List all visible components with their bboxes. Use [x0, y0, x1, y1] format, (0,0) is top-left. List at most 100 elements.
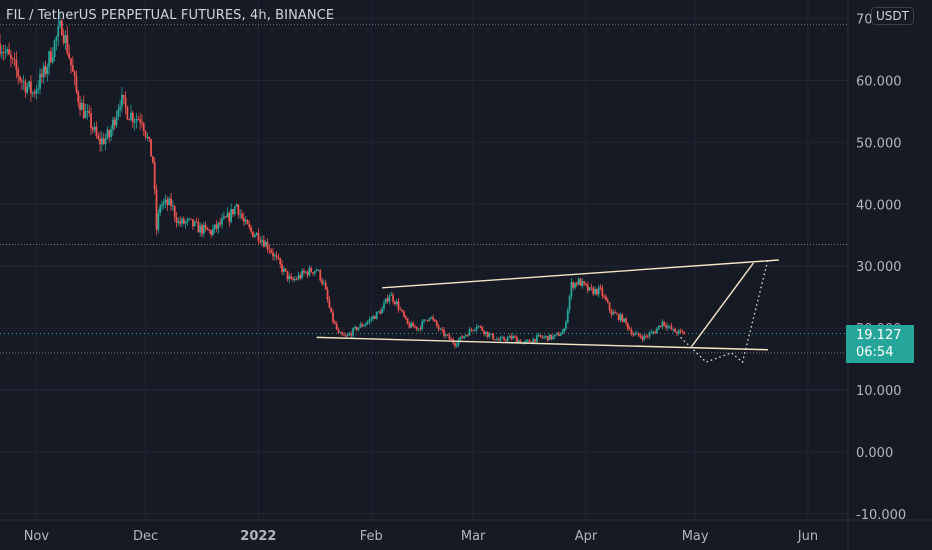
- candle-body: [585, 283, 587, 285]
- y-tick-label: 60.000: [856, 74, 902, 89]
- candle-body: [170, 198, 172, 207]
- currency-button[interactable]: USDT: [871, 7, 914, 25]
- horizontal-levels: [0, 24, 848, 354]
- candle-body: [437, 325, 440, 330]
- candle-body: [0, 52, 3, 54]
- candle-body: [552, 336, 555, 340]
- candle-body: [173, 206, 176, 218]
- candle-body: [182, 218, 185, 224]
- candle-body: [483, 330, 485, 335]
- candle-body: [221, 218, 223, 225]
- candle-body: [595, 288, 598, 295]
- candle-body: [472, 329, 475, 331]
- candle-body: [606, 300, 609, 303]
- candle-body: [490, 333, 493, 335]
- candle-body: [568, 296, 571, 310]
- candle-body: [333, 321, 336, 324]
- candle-body: [588, 287, 591, 291]
- candle-body: [539, 334, 542, 337]
- candle-body: [62, 35, 65, 43]
- candle-body: [666, 326, 669, 328]
- candle-body: [106, 130, 109, 139]
- candle-body: [0, 43, 1, 54]
- candle-body: [95, 126, 98, 136]
- candle-body: [224, 216, 227, 218]
- candle-body: [484, 331, 487, 335]
- candle-body: [506, 337, 509, 341]
- candle-body: [637, 333, 640, 336]
- trendline: [316, 336, 768, 351]
- candle-body: [37, 88, 40, 90]
- candle-body: [213, 224, 216, 230]
- candle-body: [543, 336, 546, 338]
- candle-body: [381, 308, 384, 314]
- candle-body: [443, 329, 445, 336]
- candle-body: [610, 309, 613, 315]
- candle-body: [537, 334, 540, 336]
- candle-body: [308, 267, 311, 276]
- candle-body: [102, 138, 105, 144]
- candle-body: [159, 206, 162, 214]
- projection-dotted-path: [680, 259, 769, 364]
- candle-body: [82, 103, 85, 119]
- candle-body: [239, 213, 242, 215]
- candle-body: [504, 339, 507, 341]
- candle-body: [359, 324, 362, 328]
- candle-body: [674, 329, 677, 333]
- bar-countdown: 06:54: [856, 345, 894, 360]
- candle-body: [648, 333, 651, 337]
- candle-body: [477, 326, 480, 327]
- candle-body: [617, 314, 620, 320]
- candle-body: [426, 320, 429, 321]
- candle-body: [475, 326, 478, 330]
- candle-body: [306, 271, 309, 276]
- candle-body: [546, 336, 549, 341]
- candle-body: [42, 65, 45, 78]
- candle-body: [441, 329, 444, 330]
- candle-body: [377, 311, 380, 313]
- candle-body: [417, 328, 420, 330]
- candle-body: [121, 94, 123, 107]
- x-tick-label: Mar: [461, 529, 486, 544]
- candle-body: [559, 334, 562, 337]
- candle-body: [104, 138, 107, 144]
- candle-body: [399, 309, 402, 311]
- candle-body: [555, 333, 558, 335]
- candle-body: [53, 40, 56, 58]
- candle-body: [195, 221, 198, 223]
- candle-body: [563, 328, 566, 332]
- candle-body: [590, 287, 593, 289]
- candle-body: [574, 282, 576, 288]
- candle-body: [75, 76, 78, 92]
- candle-body: [255, 232, 258, 236]
- candle-body: [621, 314, 624, 322]
- candle-body: [641, 337, 644, 340]
- candle-body: [281, 264, 283, 272]
- candle-body: [90, 113, 92, 128]
- candle-body: [299, 275, 302, 279]
- candle-body: [166, 199, 169, 206]
- candle-body: [157, 213, 160, 230]
- candle-body: [528, 340, 531, 342]
- candle-body: [97, 135, 100, 139]
- x-tick-label: Nov: [24, 529, 50, 544]
- candle-body: [519, 340, 522, 344]
- candle-body: [119, 106, 122, 110]
- candle-body: [162, 202, 165, 205]
- candle-body: [70, 58, 72, 66]
- candle-body: [421, 321, 424, 330]
- candle-body: [670, 325, 673, 330]
- candle-body: [91, 127, 94, 131]
- y-tick-label: 50.000: [856, 136, 902, 151]
- candle-body: [80, 103, 83, 110]
- x-tick-label: Feb: [360, 529, 383, 544]
- candle-body: [461, 336, 464, 339]
- candle-body: [457, 340, 460, 345]
- candle-body: [292, 278, 294, 280]
- candle-body: [415, 326, 418, 330]
- candle-body: [133, 121, 136, 123]
- candle-body: [479, 326, 482, 327]
- candle-body: [406, 318, 409, 324]
- candle-body: [470, 329, 473, 331]
